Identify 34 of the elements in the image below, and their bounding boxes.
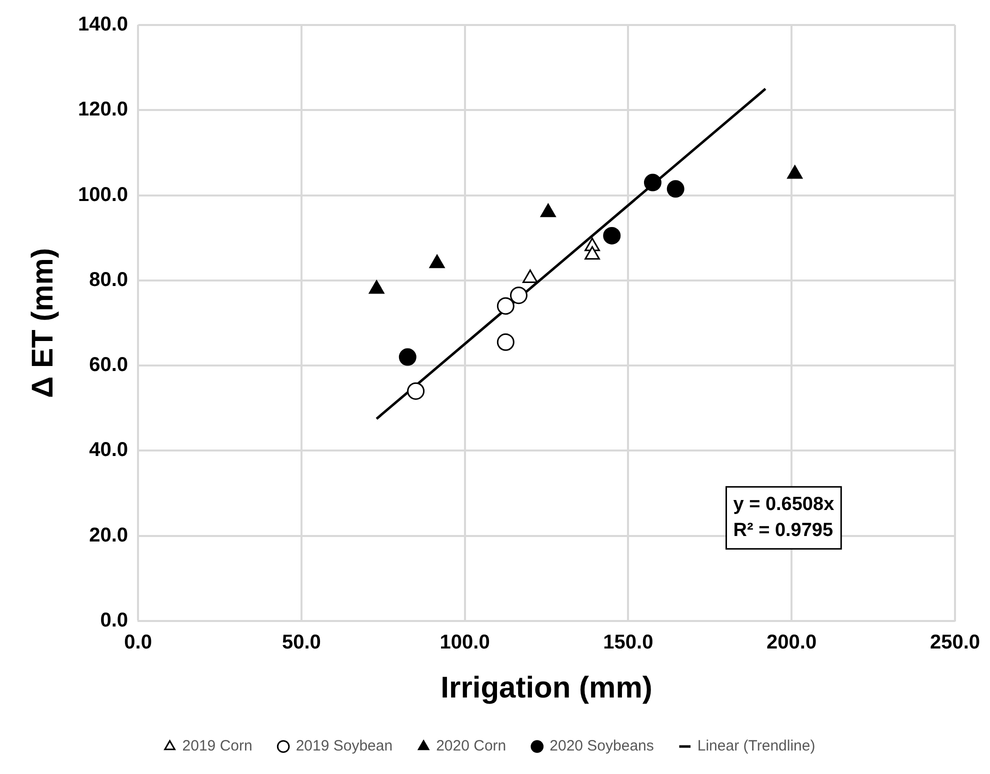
y-tick-label: 80.0 bbox=[89, 268, 128, 291]
annotation: y = 0.6508x R² = 0.9795 bbox=[733, 494, 835, 542]
x-tick-label: 100.0 bbox=[440, 632, 490, 654]
x-tick-label: 0.0 bbox=[124, 632, 152, 654]
point bbox=[522, 270, 538, 284]
x-tick-label: 50.0 bbox=[282, 632, 321, 654]
point bbox=[603, 226, 621, 244]
x-axis-title: Irrigation (mm) bbox=[440, 671, 652, 704]
point bbox=[510, 286, 528, 304]
x-tick-label: 200.0 bbox=[766, 632, 817, 654]
legend-label: 2020 Corn bbox=[436, 738, 506, 755]
point bbox=[540, 204, 556, 218]
y-tick-label: 60.0 bbox=[89, 354, 128, 376]
y-tick-label: 140.0 bbox=[78, 14, 128, 36]
legend-label: 2019 Soybean bbox=[296, 738, 393, 755]
x-tick-label: 250.0 bbox=[930, 632, 980, 654]
legend-label: Linear (Trendline) bbox=[697, 738, 816, 755]
point bbox=[584, 246, 600, 260]
y-tick-label: 100.0 bbox=[78, 184, 128, 206]
point bbox=[368, 280, 384, 294]
y-tick-label: 40.0 bbox=[89, 439, 128, 462]
point bbox=[407, 382, 425, 400]
point bbox=[496, 297, 514, 315]
point bbox=[429, 254, 445, 268]
legend-label: 2019 Corn bbox=[182, 738, 252, 755]
point bbox=[787, 165, 803, 179]
x-tick-label: 150.0 bbox=[603, 632, 654, 654]
legend-label: 2020 Soybeans bbox=[550, 738, 654, 755]
y-tick-label: 120.0 bbox=[78, 98, 128, 121]
point bbox=[496, 333, 514, 351]
point bbox=[398, 348, 416, 366]
y-tick-label: 20.0 bbox=[89, 524, 128, 546]
y-axis-title: Δ ET (mm) bbox=[26, 248, 60, 398]
y-tick-label: 0.0 bbox=[100, 610, 128, 632]
